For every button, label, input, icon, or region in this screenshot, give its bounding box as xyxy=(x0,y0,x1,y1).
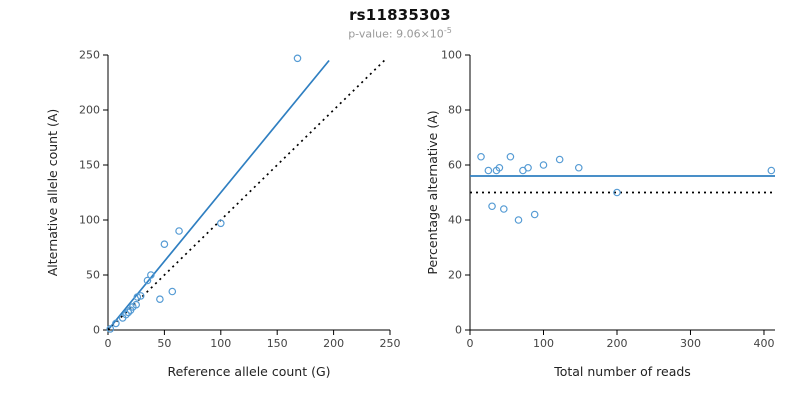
data-point xyxy=(488,202,496,211)
data-point xyxy=(160,240,169,249)
data-point xyxy=(143,276,152,285)
data-point xyxy=(495,163,504,172)
pvalue-subtitle: p-value: 9.06×10-5 xyxy=(0,26,800,41)
x-tick-label: 150 xyxy=(267,337,288,350)
y-tick-label: 20 xyxy=(448,269,462,282)
data-point xyxy=(574,163,583,172)
x-tick-label: 300 xyxy=(680,337,701,350)
data-point xyxy=(506,152,515,161)
data-point xyxy=(477,152,485,161)
data-point xyxy=(293,54,302,63)
y-tick-label: 80 xyxy=(448,104,462,117)
data-point xyxy=(555,155,564,164)
x-tick-label: 250 xyxy=(380,337,401,350)
y-tick-label: 250 xyxy=(79,49,100,62)
data-point xyxy=(175,227,183,235)
pvalue-exponent: -5 xyxy=(443,26,452,35)
fit-line xyxy=(107,59,330,331)
y-tick-label: 50 xyxy=(86,269,100,282)
data-point xyxy=(217,219,225,228)
data-point xyxy=(484,166,493,175)
data-point xyxy=(124,308,133,317)
data-point xyxy=(156,295,164,304)
x-tick-label: 200 xyxy=(323,337,344,350)
data-point xyxy=(530,210,539,219)
y-axis-label: Alternative allele count (A) xyxy=(45,109,60,277)
x-tick-label: 100 xyxy=(210,337,231,350)
y-tick-label: 100 xyxy=(79,214,100,227)
y-tick-label: 60 xyxy=(448,159,462,172)
data-point xyxy=(136,292,145,300)
data-point xyxy=(133,293,142,301)
data-point xyxy=(539,161,548,169)
data-point xyxy=(132,300,141,309)
x-tick-label: 0 xyxy=(105,337,112,350)
data-point xyxy=(106,325,115,333)
x-tick-label: 100 xyxy=(533,337,554,350)
allele-counts-scatter-plot: 0 50 100 150 200 250 0 50 100 150 200 250 Reference … xyxy=(45,49,401,380)
x-axis-label: Total number of reads xyxy=(553,364,691,379)
x-tick-label: 0 xyxy=(467,337,474,350)
x-axis-label: Reference allele count (G) xyxy=(167,364,330,379)
y-tick-label: 100 xyxy=(441,49,462,62)
y-tick-label: 0 xyxy=(93,324,100,337)
pvalue-text: p-value: 9.06×10 xyxy=(348,27,444,41)
data-point xyxy=(500,205,508,213)
snp-title: rs11835303 xyxy=(349,6,451,24)
y-tick-label: 0 xyxy=(455,324,462,337)
data-point xyxy=(613,188,621,197)
x-tick-label: 200 xyxy=(606,337,627,350)
charts-row: 0 50 100 150 200 250 0 50 100 150 200 250 Reference … xyxy=(40,45,790,400)
data-point xyxy=(514,216,523,224)
x-tick-label: 400 xyxy=(753,337,774,350)
data-point xyxy=(767,166,776,175)
y-tick-label: 40 xyxy=(448,214,462,227)
data-point xyxy=(147,271,155,279)
x-tick-label: 50 xyxy=(157,337,171,350)
data-point xyxy=(112,319,120,328)
y-tick-label: 200 xyxy=(79,104,100,117)
y-axis-label: Percentage alternative (A) xyxy=(425,110,440,274)
identity-line xyxy=(107,59,385,331)
data-point xyxy=(524,163,532,172)
figure-header: rs11835303 p-value: 9.06×10-5 xyxy=(0,6,800,41)
percentage-reads-scatter-plot: 0 100 200 300 400 0 20 40 60 80 100 Total number of… xyxy=(425,49,776,379)
data-point xyxy=(122,310,130,319)
y-tick-label: 150 xyxy=(79,159,100,172)
data-point xyxy=(168,287,177,296)
